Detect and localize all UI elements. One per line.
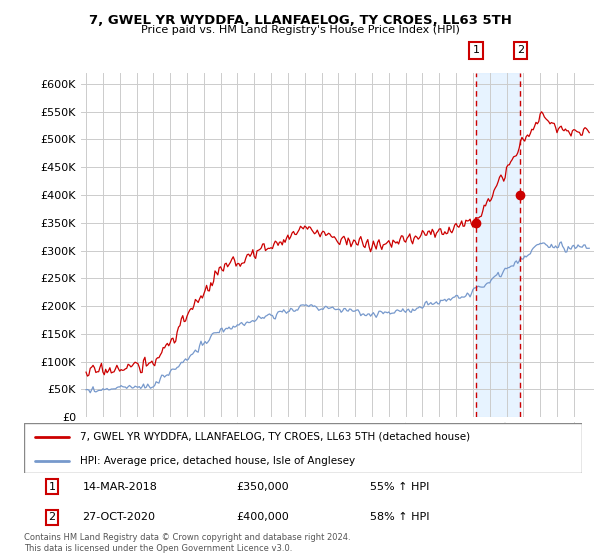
Text: £400,000: £400,000 [236, 512, 289, 522]
Text: £350,000: £350,000 [236, 482, 289, 492]
Text: 55% ↑ HPI: 55% ↑ HPI [370, 482, 430, 492]
Text: Price paid vs. HM Land Registry's House Price Index (HPI): Price paid vs. HM Land Registry's House … [140, 25, 460, 35]
Text: 58% ↑ HPI: 58% ↑ HPI [370, 512, 430, 522]
Text: 2: 2 [517, 45, 524, 55]
Text: 27-OCT-2020: 27-OCT-2020 [83, 512, 155, 522]
Text: Contains HM Land Registry data © Crown copyright and database right 2024.
This d: Contains HM Land Registry data © Crown c… [24, 533, 350, 553]
Bar [476, 73, 520, 417]
Text: 1: 1 [49, 482, 55, 492]
Text: 7, GWEL YR WYDDFA, LLANFAELOG, TY CROES, LL63 5TH (detached house): 7, GWEL YR WYDDFA, LLANFAELOG, TY CROES,… [80, 432, 470, 442]
Text: 14-MAR-2018: 14-MAR-2018 [83, 482, 157, 492]
FancyBboxPatch shape [24, 423, 582, 473]
Text: 1: 1 [473, 45, 480, 55]
Text: 2: 2 [49, 512, 55, 522]
Text: 7, GWEL YR WYDDFA, LLANFAELOG, TY CROES, LL63 5TH: 7, GWEL YR WYDDFA, LLANFAELOG, TY CROES,… [89, 14, 511, 27]
Text: HPI: Average price, detached house, Isle of Anglesey: HPI: Average price, detached house, Isle… [80, 456, 355, 465]
